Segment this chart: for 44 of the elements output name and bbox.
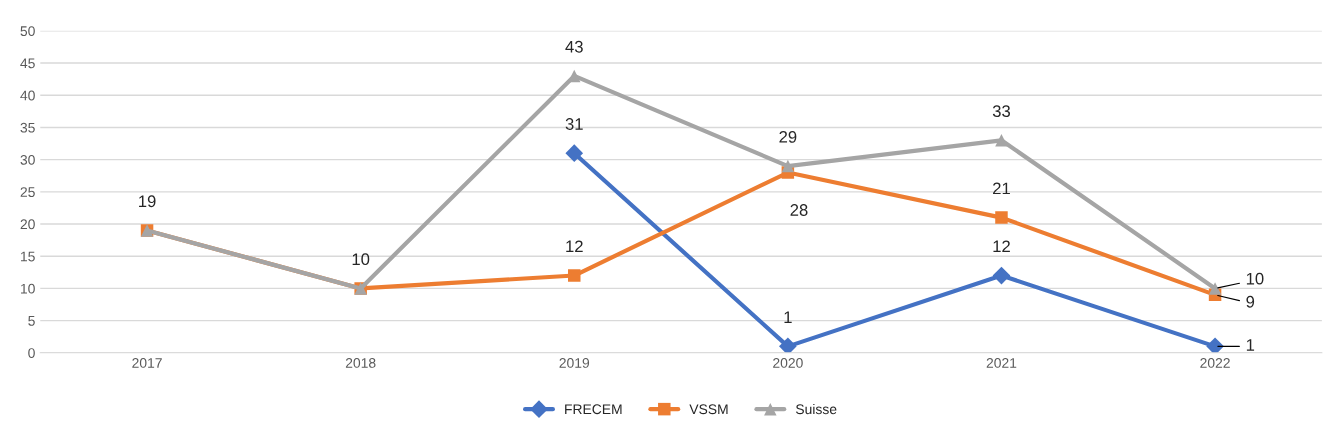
x-tick-label: 2020 xyxy=(773,358,803,368)
point xyxy=(1208,282,1222,295)
data-label: 33 xyxy=(992,105,1010,118)
y-tick-label: 30 xyxy=(20,154,35,165)
point xyxy=(779,337,797,353)
y-tick-label: 45 xyxy=(20,58,35,69)
x-tick-label: 2018 xyxy=(345,358,376,368)
legend-label: FRECEM xyxy=(565,404,622,415)
y-tick-label: 25 xyxy=(20,187,35,197)
data-label: 10 xyxy=(352,253,370,266)
data-label: 1 xyxy=(1246,339,1255,351)
y-tick-label: 40 xyxy=(20,90,35,101)
point xyxy=(565,144,584,163)
y-tick-label: 5 xyxy=(28,316,35,326)
data-label: 12 xyxy=(993,240,1010,253)
data-label: 1 xyxy=(784,311,792,323)
x-tick-label: 2021 xyxy=(986,358,1017,368)
point xyxy=(992,266,1011,285)
y-tick-label: 0 xyxy=(28,348,35,358)
data-label: 19 xyxy=(139,195,156,208)
point xyxy=(568,69,581,83)
data-label: 31 xyxy=(565,118,583,130)
x-tick-label: 2017 xyxy=(132,358,162,368)
x-tick-label: 2022 xyxy=(1200,358,1230,368)
point xyxy=(781,159,795,173)
y-tick-label: 50 xyxy=(20,26,35,37)
data-label: 29 xyxy=(779,130,797,143)
x-tick-label: 2019 xyxy=(559,358,590,368)
y-tick-label: 10 xyxy=(21,283,35,294)
data-label: 43 xyxy=(565,40,583,53)
data-label: 28 xyxy=(790,204,808,216)
data-label: 9 xyxy=(1246,295,1255,308)
point xyxy=(995,134,1008,147)
y-tick-label: 35 xyxy=(20,122,35,133)
point xyxy=(995,211,1008,224)
point xyxy=(568,269,581,282)
data-label: 10 xyxy=(1246,272,1264,285)
legend-label: Suisse xyxy=(795,403,837,415)
y-tick-label: 15 xyxy=(21,251,35,262)
y-tick-label: 20 xyxy=(20,219,35,230)
data-label: 12 xyxy=(566,240,583,253)
data-label: 21 xyxy=(993,182,1010,195)
legend-label: VSSM xyxy=(689,404,728,415)
point xyxy=(1206,337,1224,353)
